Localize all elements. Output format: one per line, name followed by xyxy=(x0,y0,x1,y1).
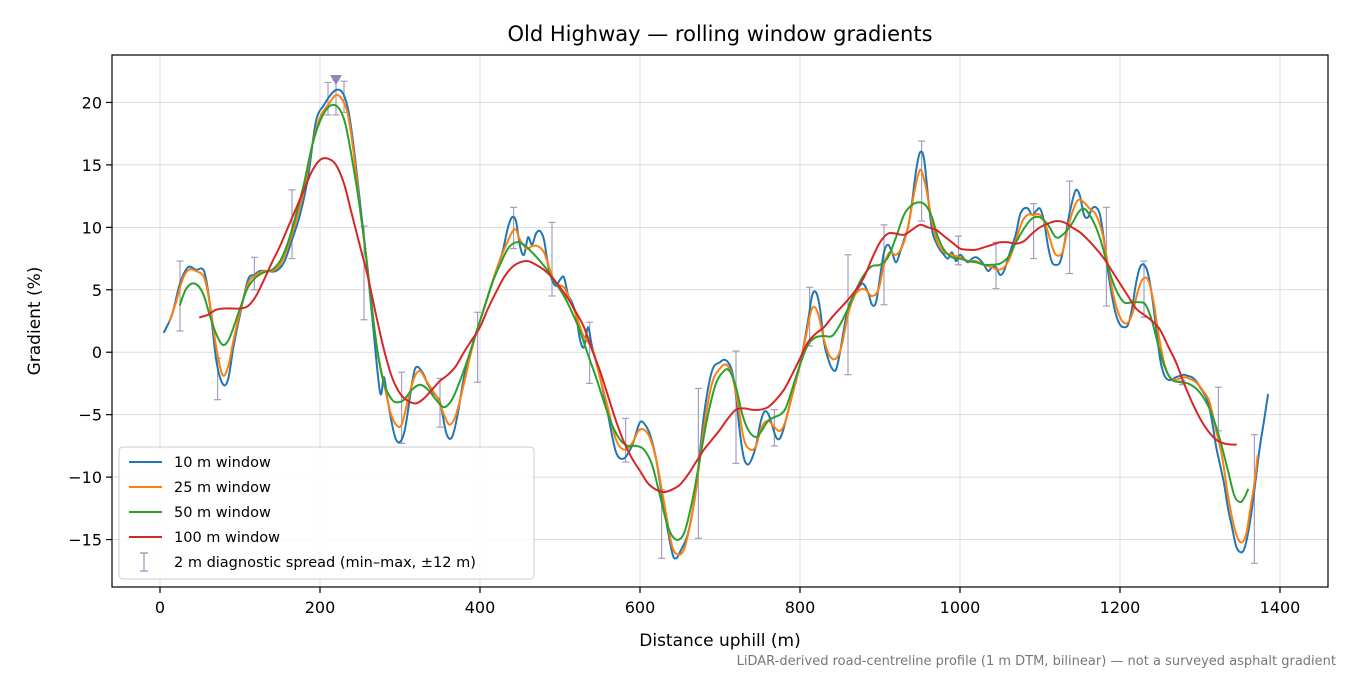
x-tick-label: 1000 xyxy=(940,598,981,617)
x-tick-label: 400 xyxy=(465,598,496,617)
y-tick-label: −5 xyxy=(78,406,102,425)
errorbar xyxy=(474,311,482,383)
legend-label-3: 50 m window xyxy=(174,505,271,521)
x-tick-label: 0 xyxy=(155,598,165,617)
y-tick-label: 0 xyxy=(92,343,102,362)
legend-label-4: 100 m window xyxy=(174,530,280,546)
legend-label-2: 25 m window xyxy=(174,480,271,496)
errorbar xyxy=(622,417,630,463)
errorbar xyxy=(176,260,184,332)
errorbar xyxy=(1250,434,1258,564)
errorbar-series xyxy=(176,79,1258,564)
peak-marker xyxy=(330,74,342,85)
axis-ticks: 0 200 400 600 800 1000 1200 1400 −15 −10 −5 0 5 10 15 2… xyxy=(68,93,1300,617)
errorbar xyxy=(510,206,518,250)
x-tick-label: 1400 xyxy=(1260,598,1301,617)
series-layer xyxy=(163,74,1269,564)
errorbar xyxy=(954,235,962,266)
series-line-3 xyxy=(179,103,1249,541)
x-tick-label: 800 xyxy=(785,598,816,617)
y-tick-label: 15 xyxy=(82,156,102,175)
chart-title: Old Highway — rolling window gradients xyxy=(507,22,932,46)
series-line-4 xyxy=(199,157,1237,494)
caption: LiDAR-derived road-centreline profile (1… xyxy=(737,654,1336,669)
x-axis-label: Distance uphill (m) xyxy=(639,631,800,651)
legend-box xyxy=(118,446,535,580)
legend-swatch-errorbar xyxy=(140,552,148,572)
y-tick-label: −10 xyxy=(68,468,102,487)
errorbar xyxy=(288,189,296,260)
series-line-1 xyxy=(163,88,1269,560)
y-axis-label: Gradient (%) xyxy=(25,267,45,376)
x-tick-label: 600 xyxy=(625,598,656,617)
errorbar xyxy=(918,140,926,222)
y-tick-label: 20 xyxy=(82,93,102,112)
plot-frame xyxy=(111,54,1329,588)
y-tick-label: 10 xyxy=(82,218,102,237)
legend-label-5: 2 m diagnostic spread (min–max, ±12 m) xyxy=(174,555,476,571)
x-tick-label: 1200 xyxy=(1100,598,1141,617)
errorbar xyxy=(732,350,740,464)
errorbar xyxy=(548,221,556,297)
y-tick-label: −15 xyxy=(68,531,102,550)
x-tick-label: 200 xyxy=(305,598,336,617)
legend-label-1: 10 m window xyxy=(174,455,271,471)
y-tick-label: 5 xyxy=(92,281,102,300)
legend: 10 m window 25 m window 50 m window 100 m w… xyxy=(118,446,535,580)
